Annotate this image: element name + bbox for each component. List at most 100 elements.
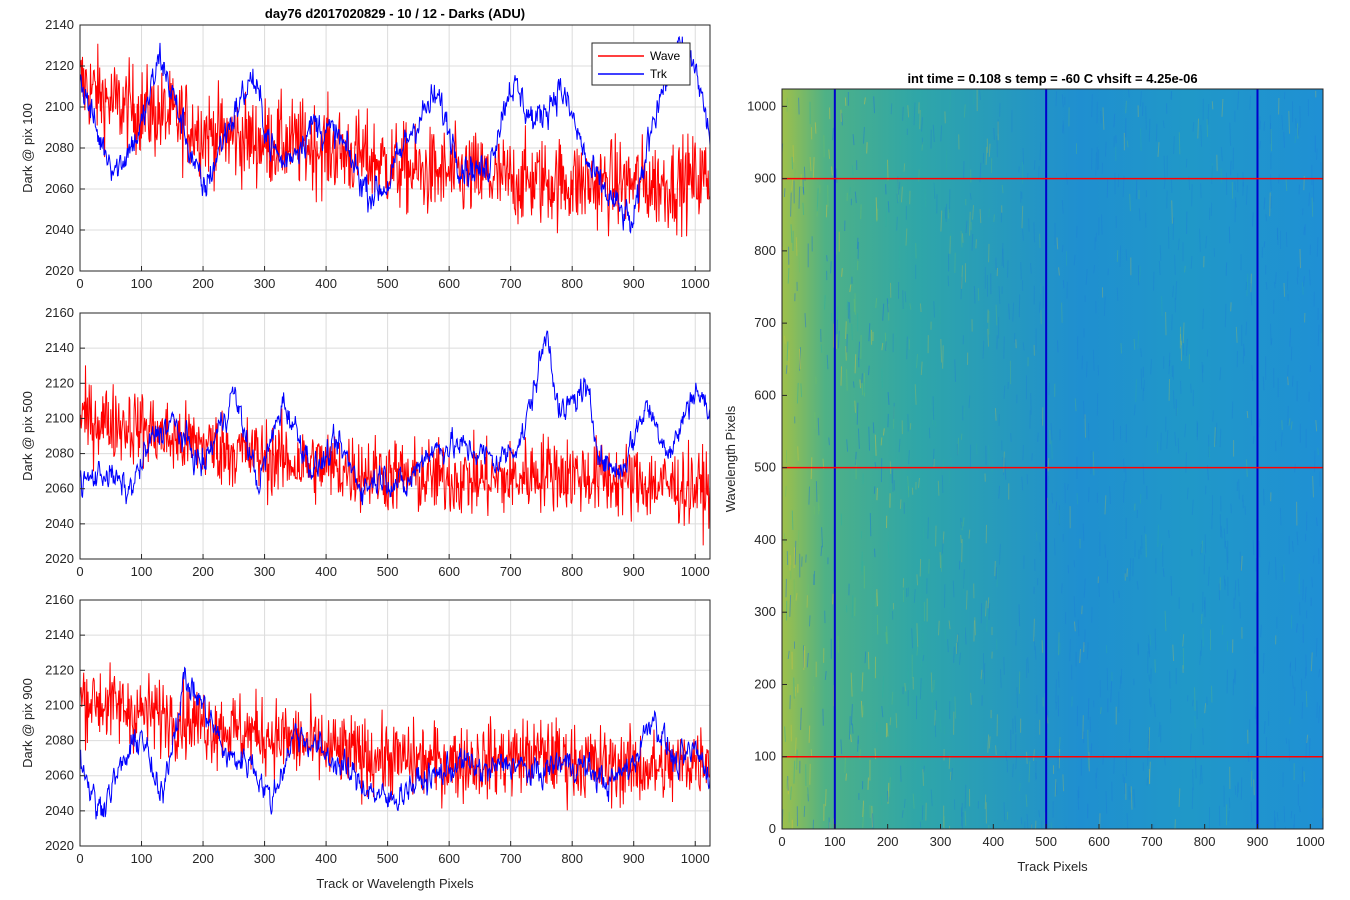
heatmap-streak <box>948 755 951 769</box>
heatmap-streak <box>1288 739 1291 762</box>
heatmap-streak <box>1175 280 1178 300</box>
heatmap-streak <box>1113 113 1116 128</box>
heatmap-streak <box>1147 738 1150 756</box>
heatmap-streak <box>783 533 786 544</box>
heatmap-streak <box>1148 634 1151 658</box>
heatmap-streak <box>1138 208 1141 221</box>
heatmap-streak <box>1082 523 1085 541</box>
heatmap-streak <box>1102 107 1105 130</box>
heatmap-streak <box>1105 141 1107 157</box>
y-tick-label: 2100 <box>45 99 74 114</box>
heatmap-streak <box>1263 121 1266 131</box>
heatmap-streak <box>828 437 830 446</box>
heatmap-streak <box>841 268 843 277</box>
heatmap-streak <box>1236 781 1239 798</box>
heatmap-streak <box>1219 428 1222 448</box>
heatmap-streak <box>1291 375 1294 387</box>
heatmap-streak <box>1084 414 1086 438</box>
plot-area <box>80 313 710 559</box>
heatmap-streak <box>1305 690 1308 708</box>
heatmap-streak <box>1268 561 1270 575</box>
heatmap-streak <box>906 458 908 473</box>
heatmap-streak <box>1098 576 1100 598</box>
heatmap-streak <box>1205 235 1208 249</box>
heatmap-streak <box>1287 376 1289 386</box>
heatmap-streak <box>1051 440 1053 460</box>
heatmap-streak <box>1235 326 1238 343</box>
heatmap-streak <box>802 177 805 196</box>
heatmap-streak <box>1062 120 1065 134</box>
heatmap-streak <box>1008 303 1010 320</box>
x-tick-label: 700 <box>500 564 522 579</box>
heatmap-streak <box>1311 197 1314 217</box>
heatmap-streak <box>1058 671 1060 688</box>
heatmap-streak <box>1265 214 1268 222</box>
heatmap-streak <box>1038 810 1041 818</box>
y-axis-label: Wavelength Pixels <box>723 405 738 512</box>
heatmap-streak <box>1035 820 1037 829</box>
heatmap-streak <box>972 205 974 220</box>
heatmap-streak <box>1263 488 1265 506</box>
heatmap-streak <box>1015 734 1017 752</box>
heatmap-streak <box>1226 546 1228 570</box>
y-tick-label: 2080 <box>45 140 74 155</box>
heatmap-streak <box>913 102 916 126</box>
heatmap-streak <box>850 672 853 697</box>
heatmap-streak <box>930 672 933 693</box>
legend-label-trk: Trk <box>650 67 668 81</box>
heatmap-streak <box>1084 629 1086 646</box>
x-tick-label: 300 <box>254 564 276 579</box>
heatmap-streak <box>1025 794 1028 807</box>
heatmap-streak <box>881 342 884 351</box>
x-tick-label: 1000 <box>1296 834 1325 849</box>
heatmap-streak <box>1211 165 1213 185</box>
heatmap-streak <box>1012 302 1015 322</box>
heatmap-streak <box>1180 340 1183 361</box>
heatmap-streak <box>1086 361 1088 378</box>
heatmap-streak <box>979 90 981 101</box>
heatmap-streak <box>1056 237 1059 250</box>
heatmap-streak <box>1318 705 1321 724</box>
x-tick-label: 300 <box>254 851 276 866</box>
heatmap-streak <box>848 302 851 323</box>
heatmap-streak <box>1202 308 1204 330</box>
heatmap-streak <box>939 718 942 733</box>
heatmap-streak <box>1030 263 1032 274</box>
heatmap-streak <box>1246 273 1249 297</box>
heatmap-streak <box>1172 217 1175 240</box>
heatmap-streak <box>1224 579 1227 587</box>
heatmap-streak <box>1195 755 1197 779</box>
heatmap-streak <box>889 592 891 615</box>
x-axis-label: Track or Wavelength Pixels <box>316 876 474 891</box>
heatmap-streak <box>1002 456 1005 476</box>
heatmap-streak <box>1154 628 1157 651</box>
heatmap-streak <box>1178 788 1181 807</box>
x-tick-label: 500 <box>377 851 399 866</box>
heatmap-streak <box>1281 114 1284 131</box>
heatmap-streak <box>1074 398 1077 412</box>
heatmap-streak <box>971 233 974 251</box>
y-axis-label: Dark @ pix 500 <box>20 391 35 481</box>
heatmap-streak <box>1276 812 1279 822</box>
heatmap-streak <box>872 422 875 434</box>
heatmap-streak <box>1003 802 1006 822</box>
heatmap-streak <box>995 567 998 580</box>
heatmap-streak <box>1168 352 1171 375</box>
heatmap-streak <box>1081 605 1083 615</box>
heatmap-streak <box>906 336 908 360</box>
heatmap-streak <box>890 103 893 115</box>
heatmap-streak <box>795 237 798 256</box>
heatmap-streak <box>807 787 809 802</box>
heatmap-streak <box>875 592 878 608</box>
heatmap-streak <box>916 623 919 647</box>
heatmap-streak <box>1197 118 1199 139</box>
heatmap-streak <box>791 179 794 191</box>
heatmap-streak <box>1148 688 1151 705</box>
y-tick-label: 0 <box>769 821 776 836</box>
heatmap-streak <box>996 568 999 587</box>
heatmap-streak <box>899 136 902 145</box>
heatmap-streak <box>934 720 937 738</box>
heatmap-streak <box>1058 632 1060 656</box>
heatmap-streak <box>871 805 873 828</box>
heatmap-streak <box>937 480 940 496</box>
